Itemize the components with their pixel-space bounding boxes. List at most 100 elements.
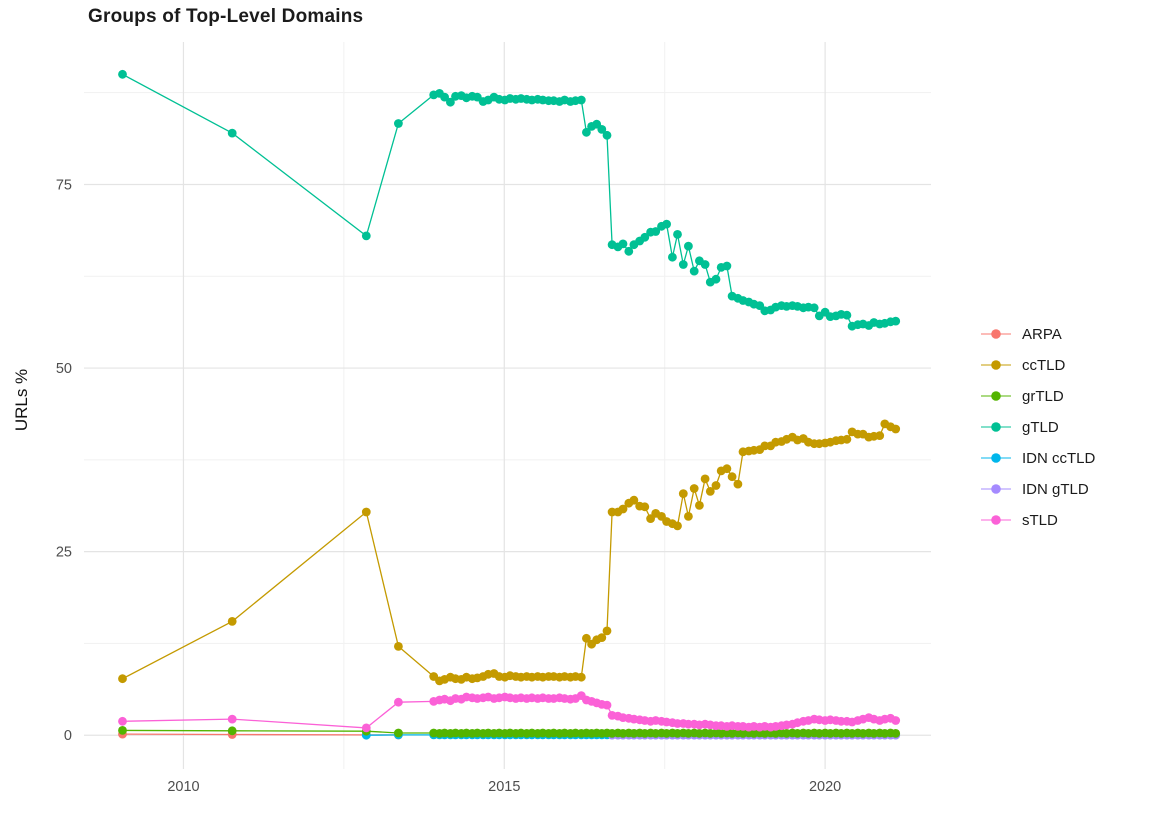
data-point <box>118 69 127 79</box>
data-point <box>662 219 671 229</box>
series-line <box>122 733 399 736</box>
data-point <box>809 303 819 313</box>
legend-key-icon <box>981 391 1011 401</box>
data-point <box>678 260 688 269</box>
series-grtld <box>118 726 901 738</box>
data-point <box>733 479 743 489</box>
data-point <box>597 633 607 642</box>
data-point <box>727 472 737 482</box>
y-tick-label: 25 <box>56 545 72 561</box>
data-point <box>602 130 612 140</box>
data-point <box>673 521 682 531</box>
legend-item-idn-cctld: IDN ccTLD <box>980 447 1095 469</box>
legend-item-label: grTLD <box>1022 387 1064 405</box>
data-point <box>629 495 639 505</box>
legend-item-label: gTLD <box>1022 418 1059 436</box>
chart-title: Groups of Top-Level Domains <box>88 6 364 27</box>
data-point <box>891 316 901 326</box>
data-point <box>576 672 586 682</box>
legend-point-icon <box>991 360 1001 370</box>
series-gtld <box>118 69 901 331</box>
data-point <box>722 464 732 474</box>
legend-point-icon <box>991 329 1001 339</box>
legend-item-arpa: ARPA <box>980 323 1095 345</box>
legend-item-stld: sTLD <box>980 509 1095 531</box>
series-cctld <box>118 419 901 686</box>
data-point <box>689 484 699 493</box>
legend-item-label: ccTLD <box>1022 356 1066 374</box>
data-point <box>695 501 704 510</box>
data-point <box>227 128 237 138</box>
data-point <box>582 127 591 137</box>
y-tick-label: 0 <box>64 728 72 744</box>
series-line <box>122 423 896 682</box>
legend-point-icon <box>991 484 1001 494</box>
data-point <box>394 697 403 707</box>
legend-point-icon <box>991 453 1001 463</box>
x-tick-label: 2020 <box>809 779 841 795</box>
legend-point-icon <box>991 391 1001 401</box>
data-point <box>394 642 403 651</box>
data-point <box>700 474 710 484</box>
legend-item-grtld: grTLD <box>980 385 1095 407</box>
axis-tick-labels: 0 25 50 75 2010 2015 2020 <box>56 177 841 795</box>
data-point <box>891 729 901 738</box>
x-tick-label: 2010 <box>167 779 199 795</box>
data-point <box>875 431 885 440</box>
data-point <box>361 507 371 517</box>
legend-key-icon <box>981 422 1011 432</box>
legend-key-icon <box>981 515 1011 525</box>
legend-point-icon <box>991 515 1001 525</box>
data-point <box>891 424 901 434</box>
legend-item-gtld: gTLD <box>980 416 1095 438</box>
y-tick-label: 50 <box>56 361 72 377</box>
data-point <box>394 728 403 738</box>
legend-key-icon <box>981 360 1011 370</box>
legend-key-icon <box>981 453 1011 463</box>
data-point <box>118 716 127 726</box>
data-point <box>227 726 237 736</box>
data-point <box>891 716 901 725</box>
legend-key-icon <box>981 484 1011 494</box>
data-point <box>684 241 693 251</box>
data-point <box>640 502 650 512</box>
data-point <box>842 310 852 320</box>
legend-item-cctld: ccTLD <box>980 354 1095 376</box>
data-point <box>668 252 677 262</box>
data-point <box>705 487 715 496</box>
data-point <box>722 261 732 271</box>
series-line <box>122 73 896 327</box>
data-point <box>673 230 682 239</box>
data-point <box>118 674 127 684</box>
legend: ARPA ccTLD grTLD gTLD IDN ccTLD IDN gTLD sTLD <box>980 323 1095 531</box>
data-point <box>684 512 693 521</box>
x-tick-label: 2015 <box>488 779 520 795</box>
data-point <box>582 633 591 643</box>
data-point <box>227 714 237 724</box>
data-point <box>711 481 721 490</box>
data-point <box>227 617 237 626</box>
data-point <box>440 92 449 102</box>
data-point <box>651 227 661 236</box>
legend-item-label: IDN gTLD <box>1022 480 1089 498</box>
data-point <box>597 124 607 134</box>
legend-key-icon <box>981 329 1011 339</box>
data-point <box>602 700 612 710</box>
data-point <box>446 97 455 107</box>
data-point <box>689 266 699 276</box>
legend-item-label: sTLD <box>1022 511 1058 529</box>
legend-point-icon <box>991 422 1001 432</box>
legend-item-label: ARPA <box>1022 325 1062 343</box>
data-point <box>118 726 127 735</box>
gridlines <box>84 42 931 769</box>
data-point <box>711 274 721 284</box>
data-point <box>618 504 628 514</box>
data-point <box>361 723 371 733</box>
data-point <box>624 246 634 256</box>
legend-item-label: IDN ccTLD <box>1022 449 1096 467</box>
data-point <box>842 434 852 444</box>
data-point <box>700 260 710 269</box>
data-point <box>394 119 403 128</box>
